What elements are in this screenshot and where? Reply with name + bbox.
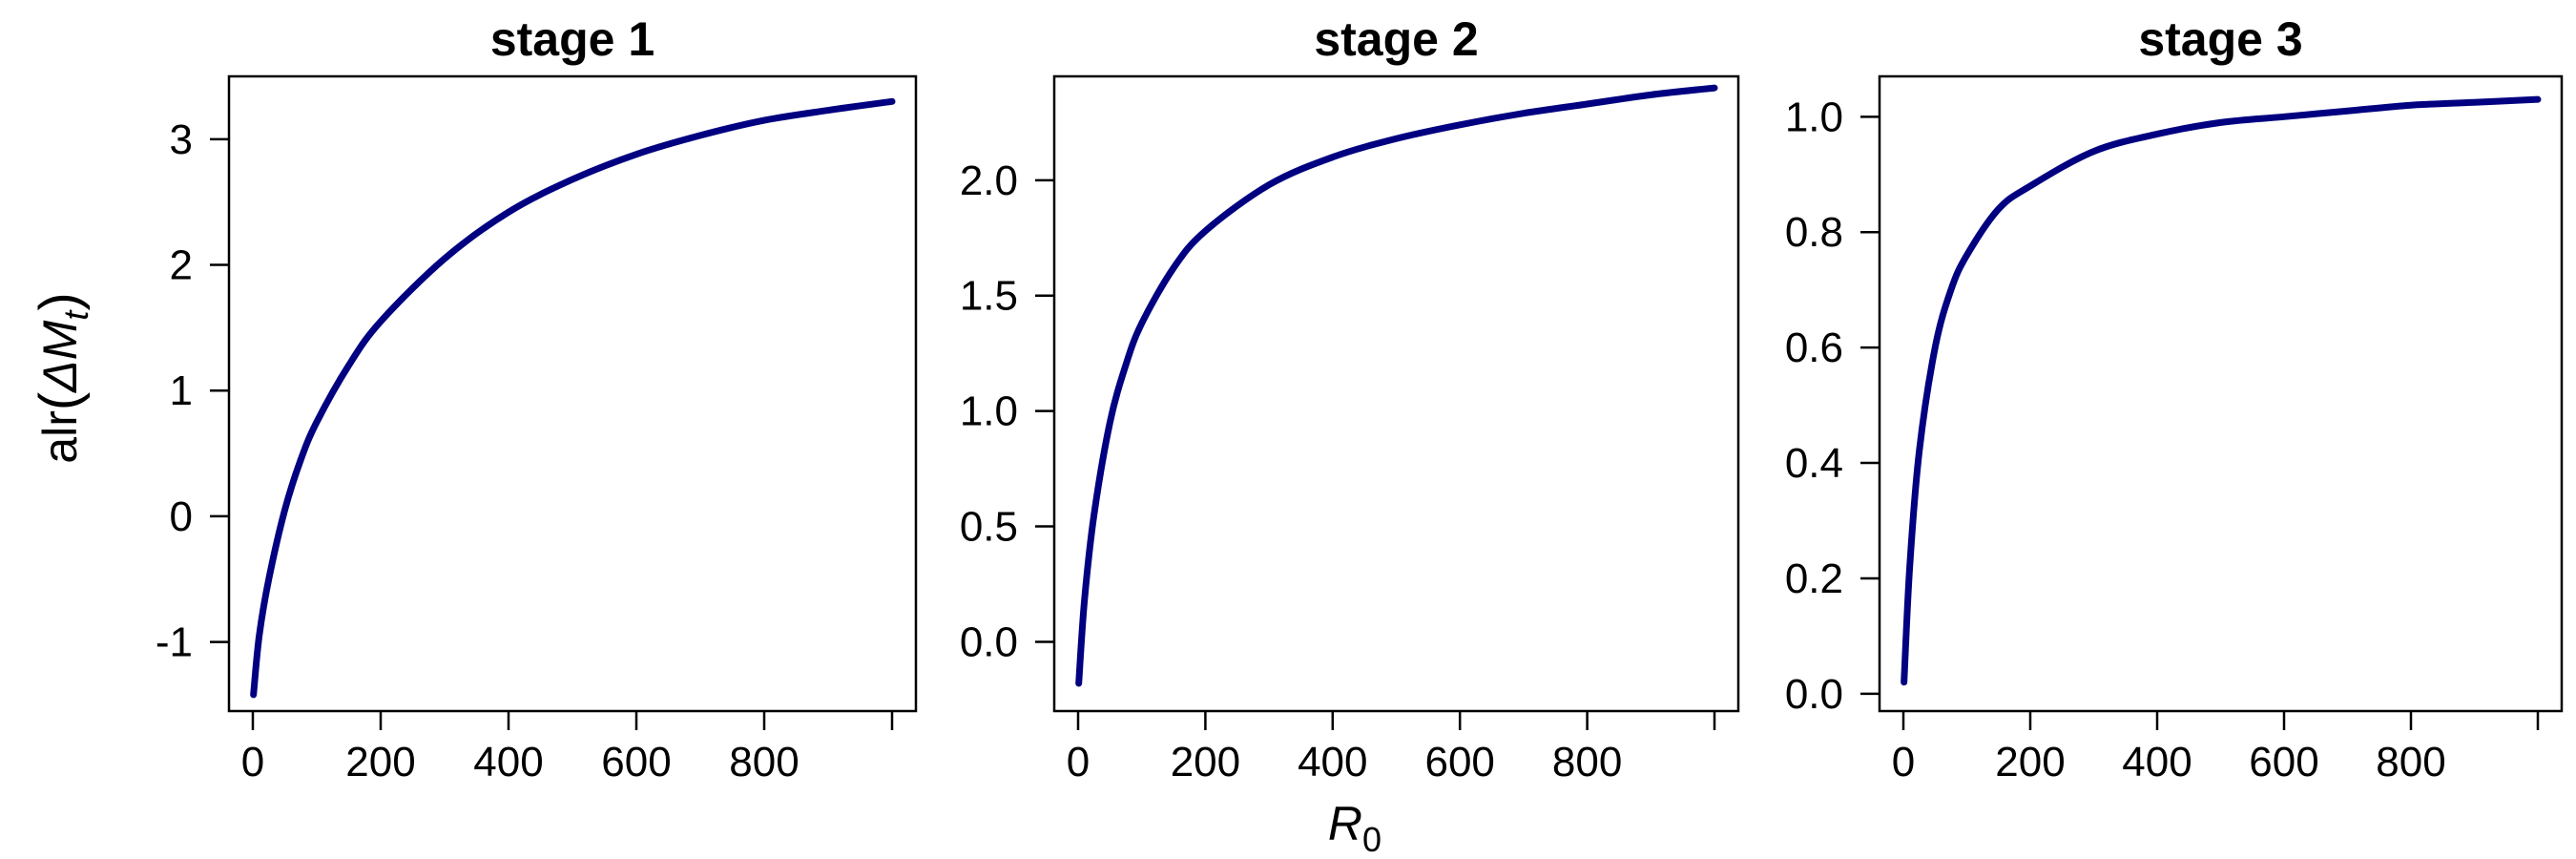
y-axis-label: alr(ΔMt) xyxy=(29,292,95,463)
x-tick-label: 600 xyxy=(2249,739,2318,786)
y-tick-label: 1.0 xyxy=(960,388,1018,435)
panel-title: stage 1 xyxy=(490,12,654,66)
y-tick-label: 1.0 xyxy=(1785,94,1843,140)
x-tick-label: 0 xyxy=(1892,739,1915,786)
y-tick-label: 3 xyxy=(170,116,193,163)
plot-frame xyxy=(1878,74,2564,713)
x-tick-label: 0 xyxy=(1067,739,1090,786)
x-tick-label: 800 xyxy=(729,739,799,786)
series-line xyxy=(1075,84,1718,687)
series-line xyxy=(250,97,896,699)
y-tick-label: 0.4 xyxy=(1785,440,1843,487)
y-tick-label: 0.8 xyxy=(1785,209,1843,256)
x-tick-label: 200 xyxy=(1995,739,2065,786)
y-axis-label-prefix: alr xyxy=(33,410,87,464)
x-axis-label-symbol: R xyxy=(1328,797,1362,850)
y-tick-label: 2.0 xyxy=(960,157,1018,204)
y-tick-label: 2 xyxy=(170,242,193,289)
y-tick-label: 1.5 xyxy=(960,273,1018,320)
panel-title: stage 2 xyxy=(1314,12,1478,66)
x-tick-label: 200 xyxy=(345,739,415,786)
y-tick-label: 0.2 xyxy=(1785,555,1843,602)
x-tick-label: 400 xyxy=(2122,739,2192,786)
plot-frame xyxy=(1052,74,1740,713)
panel-title: stage 3 xyxy=(2138,12,2302,66)
y-axis-label-symbol: ΔM xyxy=(33,320,87,393)
x-tick-label: 600 xyxy=(1424,739,1494,786)
x-axis-label-subscript: 0 xyxy=(1362,820,1381,859)
y-tick-label: 0.5 xyxy=(960,504,1018,551)
series-line xyxy=(1901,95,2542,686)
y-tick-label: 0.0 xyxy=(960,618,1018,665)
x-tick-label: 200 xyxy=(1171,739,1240,786)
y-axis-label-subscript: t xyxy=(56,309,95,321)
plot-frame xyxy=(227,74,918,713)
x-tick-label: 400 xyxy=(1298,739,1367,786)
x-axis-label: R0 xyxy=(1328,797,1381,859)
y-axis-label-open-paren: ( xyxy=(29,392,91,410)
y-tick-label: 0.6 xyxy=(1785,325,1843,371)
x-tick-label: 800 xyxy=(2376,739,2445,786)
y-axis-label-close-paren: ) xyxy=(29,292,91,310)
y-tick-label: 0.0 xyxy=(1785,671,1843,718)
x-tick-label: 800 xyxy=(1552,739,1622,786)
panels: stage 1 0 200 400 600 800 -1 0 1 2 3 stage 2 0 200 400… xyxy=(156,12,2564,786)
panel-1: stage 1 0 200 400 600 800 -1 0 1 2 3 xyxy=(156,12,918,786)
panel-3: stage 3 0 200 400 600 800 0.0 0.2 0.4 0.6 0.8 1.0 xyxy=(1785,12,2564,786)
x-tick-label: 600 xyxy=(601,739,671,786)
y-tick-label: 1 xyxy=(170,367,193,414)
panel-2: stage 2 0 200 400 600 800 0.0 0.5 1.0 1.5 2.0 xyxy=(960,12,1740,786)
y-tick-label: 0 xyxy=(170,493,193,540)
x-tick-label: 0 xyxy=(241,739,264,786)
y-tick-label: -1 xyxy=(156,619,193,666)
x-tick-label: 400 xyxy=(473,739,543,786)
